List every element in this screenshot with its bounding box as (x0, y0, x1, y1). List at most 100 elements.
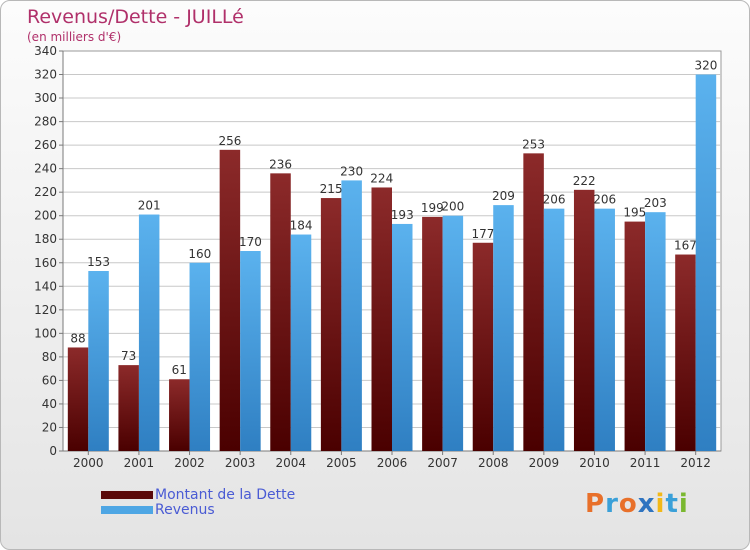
bar-dette (422, 216, 443, 451)
bar-dette (523, 153, 544, 451)
y-tick-label: 180 (34, 232, 57, 246)
legend-label-revenus: Revenus (155, 502, 215, 518)
y-tick-label: 280 (34, 115, 57, 129)
data-label: 230 (340, 164, 363, 178)
bar-revenus (543, 208, 565, 451)
data-label: 184 (290, 219, 313, 233)
logo-letter: P (585, 489, 606, 519)
bar-revenus (695, 74, 717, 451)
bar-revenus (189, 262, 211, 451)
data-label: 160 (188, 247, 211, 261)
data-label: 177 (472, 227, 495, 241)
x-tick-label: 2001 (124, 456, 155, 470)
bar-revenus (442, 215, 464, 451)
logo-letter: t (665, 489, 679, 519)
data-label: 224 (370, 171, 393, 185)
y-tick-label: 200 (34, 209, 57, 223)
bar-revenus (392, 223, 413, 451)
y-tick-label: 260 (34, 138, 57, 152)
data-label: 61 (172, 363, 187, 377)
y-tick-label: 0 (49, 444, 57, 458)
data-label: 170 (239, 235, 262, 249)
y-tick-label: 20 (42, 420, 57, 434)
x-tick-label: 2007 (427, 456, 458, 470)
bar-dette (472, 242, 494, 451)
y-tick-label: 220 (34, 185, 57, 199)
bar-dette (320, 198, 342, 451)
bar-dette (675, 254, 696, 451)
bar-dette (219, 149, 241, 451)
bar-dette (169, 379, 190, 451)
x-tick-label: 2002 (174, 456, 205, 470)
x-tick-label: 2005 (326, 456, 357, 470)
data-label: 253 (522, 137, 545, 151)
data-label: 73 (121, 349, 136, 363)
logo-letter: r (605, 489, 619, 519)
y-tick-label: 60 (42, 373, 57, 387)
bar-revenus (290, 234, 312, 451)
bar-dette (270, 173, 291, 451)
data-label: 193 (391, 208, 414, 222)
legend-item-revenus: Revenus (101, 502, 215, 518)
chart-subtitle: (en milliers d'€) (27, 30, 122, 44)
logo-letter: i (678, 489, 689, 519)
data-label: 201 (138, 199, 161, 213)
x-tick-label: 2004 (275, 456, 306, 470)
data-label: 206 (543, 193, 566, 207)
bar-dette (118, 365, 139, 451)
chart-title: Revenus/Dette - JUILLé (27, 6, 244, 28)
bar-dette (624, 221, 646, 451)
x-tick-label: 2008 (478, 456, 509, 470)
y-tick-label: 240 (34, 162, 57, 176)
data-label: 206 (593, 193, 616, 207)
logo-letter: i (655, 489, 666, 519)
x-tick-label: 2009 (529, 456, 560, 470)
y-tick-label: 80 (42, 350, 57, 364)
logo-letter: x (637, 489, 656, 519)
data-label: 256 (218, 134, 241, 148)
bar-dette (573, 189, 595, 451)
data-label: 203 (644, 196, 667, 210)
x-tick-label: 2000 (73, 456, 104, 470)
bar-revenus (138, 214, 160, 451)
y-tick-label: 100 (34, 326, 57, 340)
data-label: 200 (441, 200, 464, 214)
bar-dette (67, 347, 89, 451)
logo-letter: o (618, 489, 638, 519)
data-label: 88 (70, 331, 85, 345)
bar-revenus (594, 208, 615, 451)
x-tick-label: 2003 (225, 456, 256, 470)
data-label: 222 (573, 174, 596, 188)
bar-revenus (240, 251, 261, 451)
y-tick-label: 320 (34, 68, 57, 82)
data-label: 209 (492, 189, 515, 203)
proxiti-logo: Proxiti (585, 489, 689, 519)
data-label: 195 (623, 206, 646, 220)
y-tick-label: 340 (34, 44, 57, 58)
bar-revenus (645, 212, 666, 451)
data-label: 236 (269, 157, 292, 171)
y-tick-label: 140 (34, 279, 57, 293)
bar-dette (371, 187, 392, 451)
x-tick-label: 2006 (377, 456, 408, 470)
bar-revenus (493, 205, 514, 451)
legend-swatch-revenus (101, 506, 153, 514)
data-label: 167 (674, 239, 697, 253)
x-tick-label: 2011 (630, 456, 661, 470)
x-tick-label: 2012 (680, 456, 711, 470)
legend-swatch-dette (101, 491, 153, 499)
data-label: 320 (694, 59, 717, 73)
bar-revenus (88, 271, 109, 451)
legend-item-dette: Montant de la Dette (101, 487, 295, 503)
bar-revenus (341, 180, 362, 452)
y-tick-label: 300 (34, 91, 57, 105)
legend-label-dette: Montant de la Dette (155, 487, 296, 503)
data-label: 153 (87, 255, 110, 269)
y-tick-label: 160 (34, 256, 57, 270)
x-tick-label: 2010 (579, 456, 610, 470)
y-tick-label: 120 (34, 303, 57, 317)
y-tick-label: 40 (42, 397, 57, 411)
data-label: 215 (320, 182, 343, 196)
